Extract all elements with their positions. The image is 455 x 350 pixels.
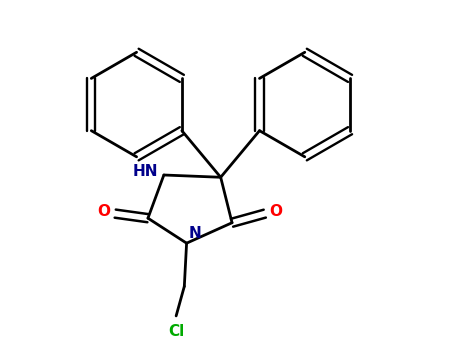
Text: N: N [189, 226, 202, 241]
Text: Cl: Cl [168, 324, 184, 339]
Text: HN: HN [133, 164, 158, 179]
Text: O: O [269, 204, 282, 219]
Text: O: O [98, 204, 111, 219]
